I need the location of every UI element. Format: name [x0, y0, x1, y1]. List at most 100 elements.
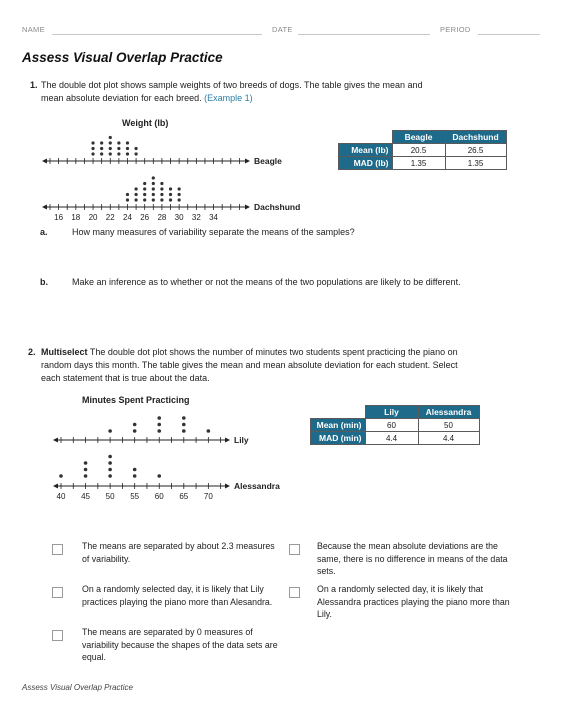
tick-label: 65 — [179, 492, 188, 501]
beagle-dot — [125, 146, 130, 151]
dachshund-axis-label: Dachshund — [254, 202, 300, 212]
q2-cell: 4.4 — [364, 431, 419, 445]
beagle-dot — [91, 152, 95, 156]
page-title: Assess Visual Overlap Practice — [22, 50, 223, 65]
dachshund-dot — [134, 187, 138, 191]
tick-label: 60 — [155, 492, 164, 501]
alessandra-dot — [83, 474, 88, 478]
beagle-dot — [100, 146, 104, 151]
q1b-letter: b. — [40, 277, 48, 287]
name-line[interactable] — [52, 34, 262, 35]
beagle-dot — [125, 141, 130, 145]
q1-plot-title: Weight (lb) — [122, 118, 169, 128]
dachshund-dot — [125, 192, 130, 197]
dachshund-dot — [143, 181, 147, 186]
option-1-checkbox[interactable] — [52, 544, 63, 555]
alessandra-dot — [132, 474, 137, 478]
dachshund-dot — [160, 198, 164, 202]
beagle-dot — [100, 152, 104, 156]
option-4-text: Because the mean absolute deviations are… — [317, 541, 508, 576]
dachshund-dot — [160, 181, 164, 186]
q1-prompt: 1. The double dot plot shows sample weig… — [30, 79, 430, 105]
tick-label: 50 — [106, 492, 115, 501]
tick-label: 22 — [106, 213, 115, 222]
tick-label: 24 — [123, 213, 132, 222]
q1-cell: 1.35 — [444, 156, 507, 170]
period-line[interactable] — [478, 34, 540, 35]
alessandra-dot — [108, 474, 112, 478]
tick-label: 32 — [192, 213, 201, 222]
dachshund-dot — [134, 198, 138, 202]
dachshund-dot — [143, 187, 147, 191]
option-3-checkbox[interactable] — [52, 630, 63, 641]
dachshund-dot — [168, 198, 173, 202]
q1-cell: 20.5 — [391, 143, 446, 157]
lily-dot — [206, 429, 211, 433]
beagle-dot — [134, 146, 138, 151]
beagle-dot — [125, 152, 130, 156]
q2-col-header: Alessandra — [417, 405, 480, 419]
option-2-text: On a randomly selected day, it is likely… — [82, 584, 273, 607]
q2-lead: Multiselect — [41, 347, 88, 357]
axis-arrow-left — [42, 158, 47, 164]
date-line[interactable] — [298, 34, 430, 35]
q1-example-link[interactable]: (Example 1) — [204, 93, 253, 103]
beagle-dot — [117, 141, 121, 145]
q1b-text: Make an inference as to whether or not t… — [72, 277, 461, 287]
q2-stats-table: Lily Alessandra Mean (min) 60 50 MAD (mi… — [310, 405, 480, 445]
option-2-checkbox[interactable] — [52, 587, 63, 598]
option-5-checkbox[interactable] — [289, 587, 300, 598]
q1-number: 1. — [30, 80, 38, 90]
tick-label: 30 — [175, 213, 184, 222]
alessandra-axis-label: Alessandra — [234, 481, 280, 491]
q1-stats-table: Beagle Dachshund Mean (lb) 20.5 26.5 MAD… — [338, 130, 507, 170]
option-4-checkbox[interactable] — [289, 544, 300, 555]
period-label: PERIOD — [440, 25, 471, 34]
tick-label: 45 — [81, 492, 90, 501]
option-1-text: The means are separated by about 2.3 mea… — [82, 541, 275, 564]
q1-cell: 26.5 — [444, 143, 507, 157]
tick-label: 40 — [57, 492, 66, 501]
tick-label: 18 — [71, 213, 80, 222]
q1-row-header: MAD (lb) — [338, 156, 393, 170]
dachshund-dot — [177, 198, 181, 202]
tick-label: 34 — [209, 213, 218, 222]
q2-row-header: MAD (min) — [310, 431, 366, 445]
dachshund-dot — [151, 198, 155, 202]
tick-label: 55 — [130, 492, 139, 501]
q2-text: The double dot plot shows the number of … — [41, 347, 458, 383]
q2-cell: 4.4 — [417, 431, 480, 445]
dachshund-dot — [151, 192, 155, 197]
q2-cell: 60 — [364, 418, 419, 432]
dachshund-dot — [168, 187, 173, 191]
lily-dot — [157, 416, 162, 420]
dachshund-dot — [151, 176, 155, 180]
beagle-dot — [91, 141, 95, 145]
q2-prompt: 2. Multiselect The double dot plot shows… — [28, 346, 458, 385]
axis-arrow-left — [53, 483, 58, 489]
alessandra-dot — [108, 467, 112, 472]
beagle-dot — [100, 141, 104, 145]
q1a-text: How many measures of variability separat… — [72, 227, 355, 237]
lily-dot — [157, 422, 162, 427]
q2-col-header: Lily — [364, 405, 419, 419]
lily-dot — [181, 416, 186, 420]
q1-col-header: Dachshund — [444, 130, 507, 144]
tick-label: 16 — [54, 213, 63, 222]
dachshund-dot — [160, 192, 164, 197]
tick-label: 26 — [140, 213, 149, 222]
alessandra-dot — [108, 454, 112, 459]
dachshund-dot — [125, 198, 130, 202]
axis-arrow-left — [42, 204, 47, 210]
dachshund-dot — [151, 187, 155, 191]
dachshund-dot — [143, 192, 147, 197]
alessandra-dot — [59, 474, 63, 478]
dachshund-dot — [168, 192, 173, 197]
dachshund-dot — [143, 198, 147, 202]
axis-arrow-right — [245, 204, 250, 210]
q1a-letter: a. — [40, 227, 48, 237]
alessandra-dot — [108, 461, 112, 465]
lily-axis-label: Lily — [234, 435, 249, 445]
beagle-dot — [108, 141, 112, 145]
lily-dot — [132, 429, 137, 433]
